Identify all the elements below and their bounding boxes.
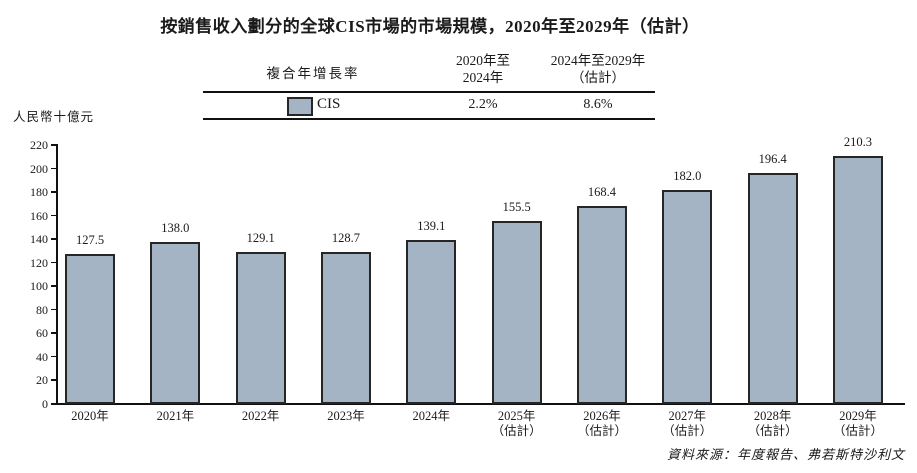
y-tick-mark [51, 261, 57, 264]
y-tick-mark [51, 285, 57, 287]
cagr-data-row: CIS 2.2% 8.6% [203, 96, 655, 116]
y-tick-label: 140 [30, 232, 48, 247]
x-axis-baseline [56, 403, 905, 405]
cagr-column-header-line: 2020年至 [456, 53, 510, 68]
bar-2023年 [320, 252, 371, 404]
x-tick-label: 2028年 （估計） [747, 409, 798, 438]
cis-legend-swatch [287, 97, 313, 116]
cagr-column-header-2020-2024: 2020年至 2024年 [403, 52, 563, 86]
y-tick-label: 220 [30, 138, 48, 152]
cagr-column-header-line: （估計） [571, 70, 625, 85]
bar-value-label: 182.0 [673, 168, 702, 183]
cagr-table: 複合年增長率 2020年至 2024年 2024年至2029年 （估計） CIS… [203, 50, 655, 120]
x-tick-label: 2020年 [71, 409, 109, 423]
source-note: 資料來源：年度報告、弗若斯特沙利文 [666, 447, 905, 462]
y-tick-label: 160 [30, 208, 48, 223]
bar-2028年 [747, 172, 798, 404]
bar-2020年 [65, 253, 115, 404]
y-tick-label: 20 [36, 373, 48, 388]
x-tick-label: 2023年 [327, 409, 365, 423]
cagr-column-header-line: 2024年 [462, 70, 504, 85]
bar-2026年 [576, 205, 627, 404]
x-tick-label: 2024年 [412, 409, 451, 423]
y-tick-mark [51, 403, 57, 405]
y-tick-label: 80 [36, 302, 48, 317]
table-rule-top [203, 91, 655, 93]
y-tick-mark [51, 191, 57, 193]
y-tick-label: 0 [42, 397, 48, 411]
bar-value-label: 139.1 [417, 219, 446, 234]
cagr-row-header: 複合年增長率 [266, 66, 360, 81]
bar-value-label: 129.1 [246, 231, 275, 245]
table-rule-bottom [203, 118, 655, 120]
bar-2024年 [406, 240, 457, 404]
x-tick-label: 2021年 [156, 409, 195, 423]
y-tick-label: 60 [36, 326, 48, 341]
cagr-column-header-line: 2024年至2029年 [550, 53, 646, 68]
bar-value-label: 138.0 [161, 220, 190, 235]
bar-value-label: 210.3 [843, 135, 873, 150]
bar-2029年 [832, 156, 883, 404]
y-tick-mark [51, 332, 57, 334]
bar-2027年 [662, 189, 713, 404]
x-tick-label: 2027年 （估計） [662, 409, 713, 438]
bar-2021年 [150, 241, 201, 404]
cagr-value-2020-2024: 2.2% [468, 97, 498, 112]
chart-title: 按銷售收入劃分的全球CIS市場的市場規模，2020年至2029年（估計） [160, 17, 700, 36]
y-tick-mark [51, 379, 57, 381]
cis-legend-label: CIS [317, 96, 341, 112]
y-tick-mark [51, 144, 57, 146]
cagr-column-header-2024-2029: 2024年至2029年 （估計） [518, 52, 678, 86]
x-tick-label: 2022年 [241, 409, 280, 423]
bar-2022年 [235, 252, 286, 404]
bar-value-label: 196.4 [758, 151, 787, 166]
y-tick-mark [51, 214, 57, 217]
bar-value-label: 168.4 [587, 184, 617, 199]
y-tick-label: 200 [30, 161, 48, 176]
y-tick-label: 100 [30, 279, 48, 294]
bar-2025年 [491, 220, 542, 404]
x-tick-label: 2025年 （估計） [491, 409, 542, 438]
y-tick-mark [51, 238, 57, 240]
y-tick-mark [51, 308, 57, 311]
y-tick-mark [51, 355, 57, 358]
x-tick-label: 2029年 （估計） [832, 409, 883, 438]
y-tick-label: 120 [30, 255, 48, 270]
y-tick-label: 40 [36, 349, 48, 364]
y-tick-mark [51, 167, 57, 170]
bar-value-label: 127.5 [75, 232, 105, 247]
bar-value-label: 128.7 [331, 231, 361, 246]
y-axis-line [56, 144, 58, 405]
y-axis-unit-label: 人民幣十億元 [13, 110, 95, 124]
bar-value-label: 155.5 [502, 199, 531, 214]
cagr-value-2024-2029: 8.6% [583, 97, 613, 112]
x-tick-label: 2026年 （估計） [576, 409, 627, 438]
y-tick-label: 180 [30, 185, 48, 200]
